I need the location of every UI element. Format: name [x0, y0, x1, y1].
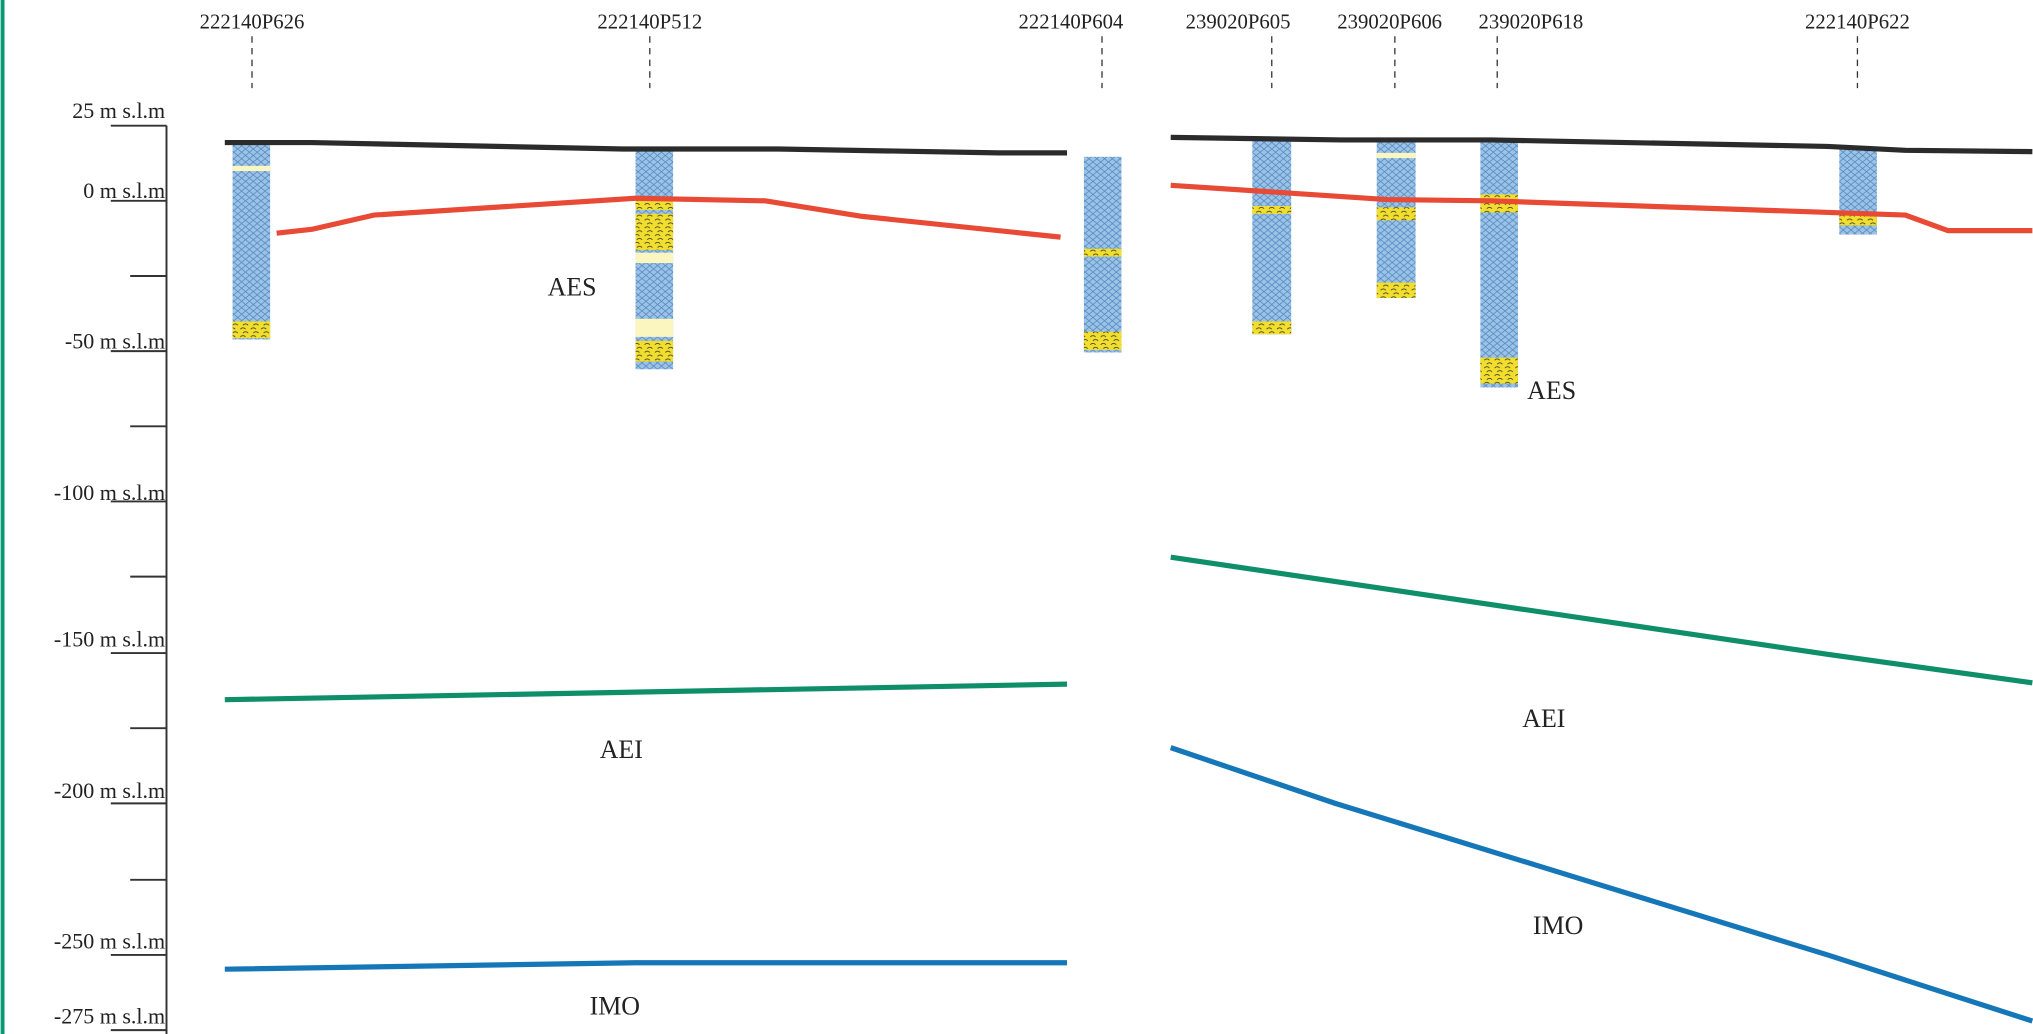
axis-label: -275 m s.l.m	[54, 1004, 165, 1029]
horizons	[224, 134, 2033, 1024]
borehole-name: 222140P622	[1805, 12, 1910, 34]
axis-label: 25 m s.l.m	[72, 98, 165, 123]
axis-label: -150 m s.l.m	[54, 627, 165, 652]
axis-label: -200 m s.l.m	[54, 778, 165, 803]
unit-label: IMO	[1533, 911, 1583, 940]
unit-label: IMO	[590, 992, 640, 1021]
unit-labels: AES AEI IMO AES AEI IMO	[548, 272, 1584, 1020]
edge-strip	[0, 0, 5, 1034]
borehole-name: 222140P512	[597, 12, 702, 34]
unit-label: AEI	[600, 735, 643, 764]
borehole-names: 222140P626 222140P512 222140P604 239020P…	[200, 12, 1910, 89]
axis-label: -250 m s.l.m	[54, 928, 165, 953]
unit-label: AES	[548, 272, 597, 301]
borehole-name: 239020P605	[1186, 12, 1291, 34]
axis-label: -50 m s.l.m	[65, 329, 165, 354]
axis-label: -100 m s.l.m	[54, 480, 165, 505]
borehole-name: 239020P606	[1337, 12, 1442, 34]
unit-label: AEI	[1522, 704, 1565, 733]
axis-label: 0 m s.l.m	[83, 178, 165, 203]
depth-axis: 25 m s.l.m 0 m s.l.m -50 m s.l.m -100 m …	[54, 98, 168, 1034]
borehole-name: 239020P618	[1479, 12, 1584, 34]
borehole-name: 222140P604	[1019, 12, 1124, 34]
unit-label: AES	[1527, 376, 1576, 405]
borehole-columns	[232, 138, 1877, 388]
borehole-name: 222140P626	[200, 12, 305, 34]
